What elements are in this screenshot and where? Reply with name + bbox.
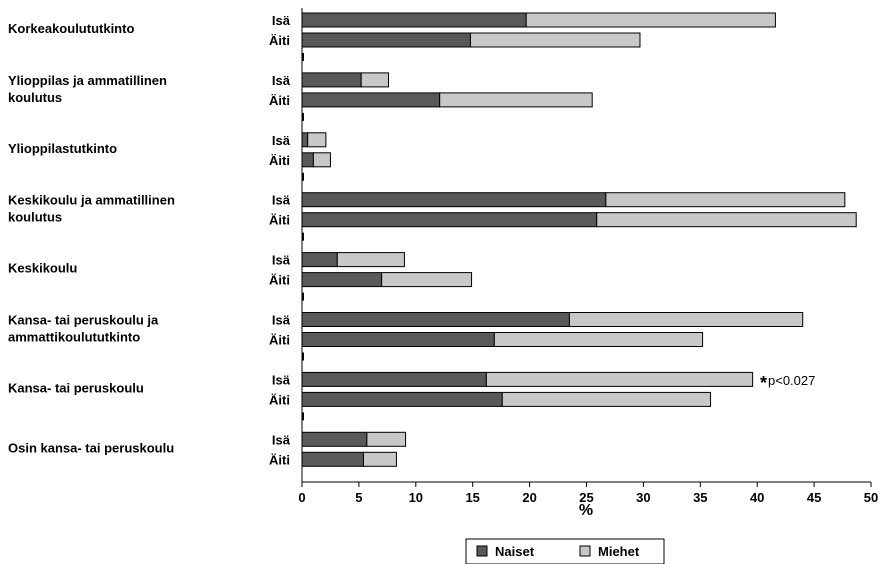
significance-note: * p<0.027 [760,373,815,393]
legend-frame [465,538,665,564]
bar-miehet [362,451,397,467]
bar-label: Isä [272,372,291,387]
x-tick-label: 30 [636,490,650,505]
bar-label: Isä [272,432,291,447]
bar-miehet [360,72,389,88]
bar-label: Äiti [269,452,290,467]
legend-swatch-miehet [579,545,591,557]
category-label: Kansa- tai peruskoulu ja [8,313,159,328]
category-label: Ylioppilastutkinto [8,141,117,156]
x-tick-label: 0 [298,490,305,505]
bar-naiset [301,451,364,467]
x-tick-label: 5 [355,490,362,505]
bar-label: Isä [272,193,291,208]
bar-naiset [301,12,527,28]
bar-miehet [469,32,641,48]
bar-miehet [485,371,754,387]
legend-swatch-naiset [476,545,488,557]
bar-label: Äiti [269,93,290,108]
bars [301,12,857,467]
category-label: Osin kansa- tai peruskoulu [8,440,174,455]
bar-miehet [307,132,327,148]
bar-miehet [366,431,407,447]
x-axis: 0 5 10 15 20 25 30 35 40 45 50 [298,8,878,505]
bar-naiset [301,32,471,48]
bar-miehet [336,252,405,268]
bar-naiset [301,72,362,88]
legend-label-naiset: Naiset [495,544,535,559]
bar-miehet [501,391,712,407]
category-label: Keskikoulu [8,261,77,276]
category-label: koulutus [8,90,62,105]
bar-label: Äiti [269,392,290,407]
bar-label: Äiti [269,273,290,288]
bar-naiset [301,92,441,108]
bar-label: Isä [272,133,291,148]
bar-naiset [301,192,607,208]
bar-miehet [568,312,804,327]
x-tick-label: 10 [409,490,423,505]
x-tick-label: 45 [807,490,821,505]
bar-miehet [312,152,331,168]
bar-miehet [525,12,776,28]
legend-label-miehet: Miehet [598,544,640,559]
bar-naiset [301,212,598,228]
bar-naiset [301,152,314,168]
category-label: koulutus [8,210,62,225]
bar-naiset [301,252,338,268]
bar-labels: Isä Äiti Isä Äiti Isä Äiti Isä Äiti Isä Äiti Isä Äi… [269,13,291,467]
bar-miehet [596,212,857,228]
bar-naiset [301,431,368,447]
bar-label: Äiti [269,33,290,48]
x-tick-label: 25 [579,490,593,505]
bar-naiset [301,391,503,407]
category-label: Keskikoulu ja ammatillinen [8,193,175,208]
category-label: ammattikoulututkinto [8,330,140,345]
bar-label: Äiti [269,213,290,228]
bar-label: Isä [272,253,291,268]
bar-miehet [439,92,593,108]
significance-text: p<0.027 [768,373,815,388]
x-tick-label: 20 [522,490,536,505]
category-label: Kansa- tai peruskoulu [8,380,144,395]
bar-miehet [605,192,846,208]
bar-label: Isä [272,73,291,88]
category-label: Ylioppilas ja ammatillinen [8,73,167,88]
bar-label: Äiti [269,153,290,168]
bar-label: Isä [272,313,291,328]
category-label: Korkeakoulututkinto [8,21,134,36]
x-tick-label: 50 [864,490,878,505]
bar-naiset [301,132,309,148]
x-tick-label: 35 [693,490,707,505]
bar-miehet [493,332,704,347]
bar-naiset [301,272,383,288]
bar-naiset [301,312,570,327]
x-tick-label: 15 [465,490,479,505]
x-tick-label: 40 [750,490,764,505]
significance-star: * [760,373,767,393]
x-axis-title: % [579,502,593,519]
bar-naiset [301,371,487,387]
bar-label: Isä [272,13,291,28]
bar-naiset [301,332,495,347]
category-labels: Korkeakoulututkinto Ylioppilas ja ammatil… [8,21,175,455]
bar-miehet [381,272,473,288]
legend: Naiset Miehet [465,538,665,564]
bar-label: Äiti [269,333,290,348]
